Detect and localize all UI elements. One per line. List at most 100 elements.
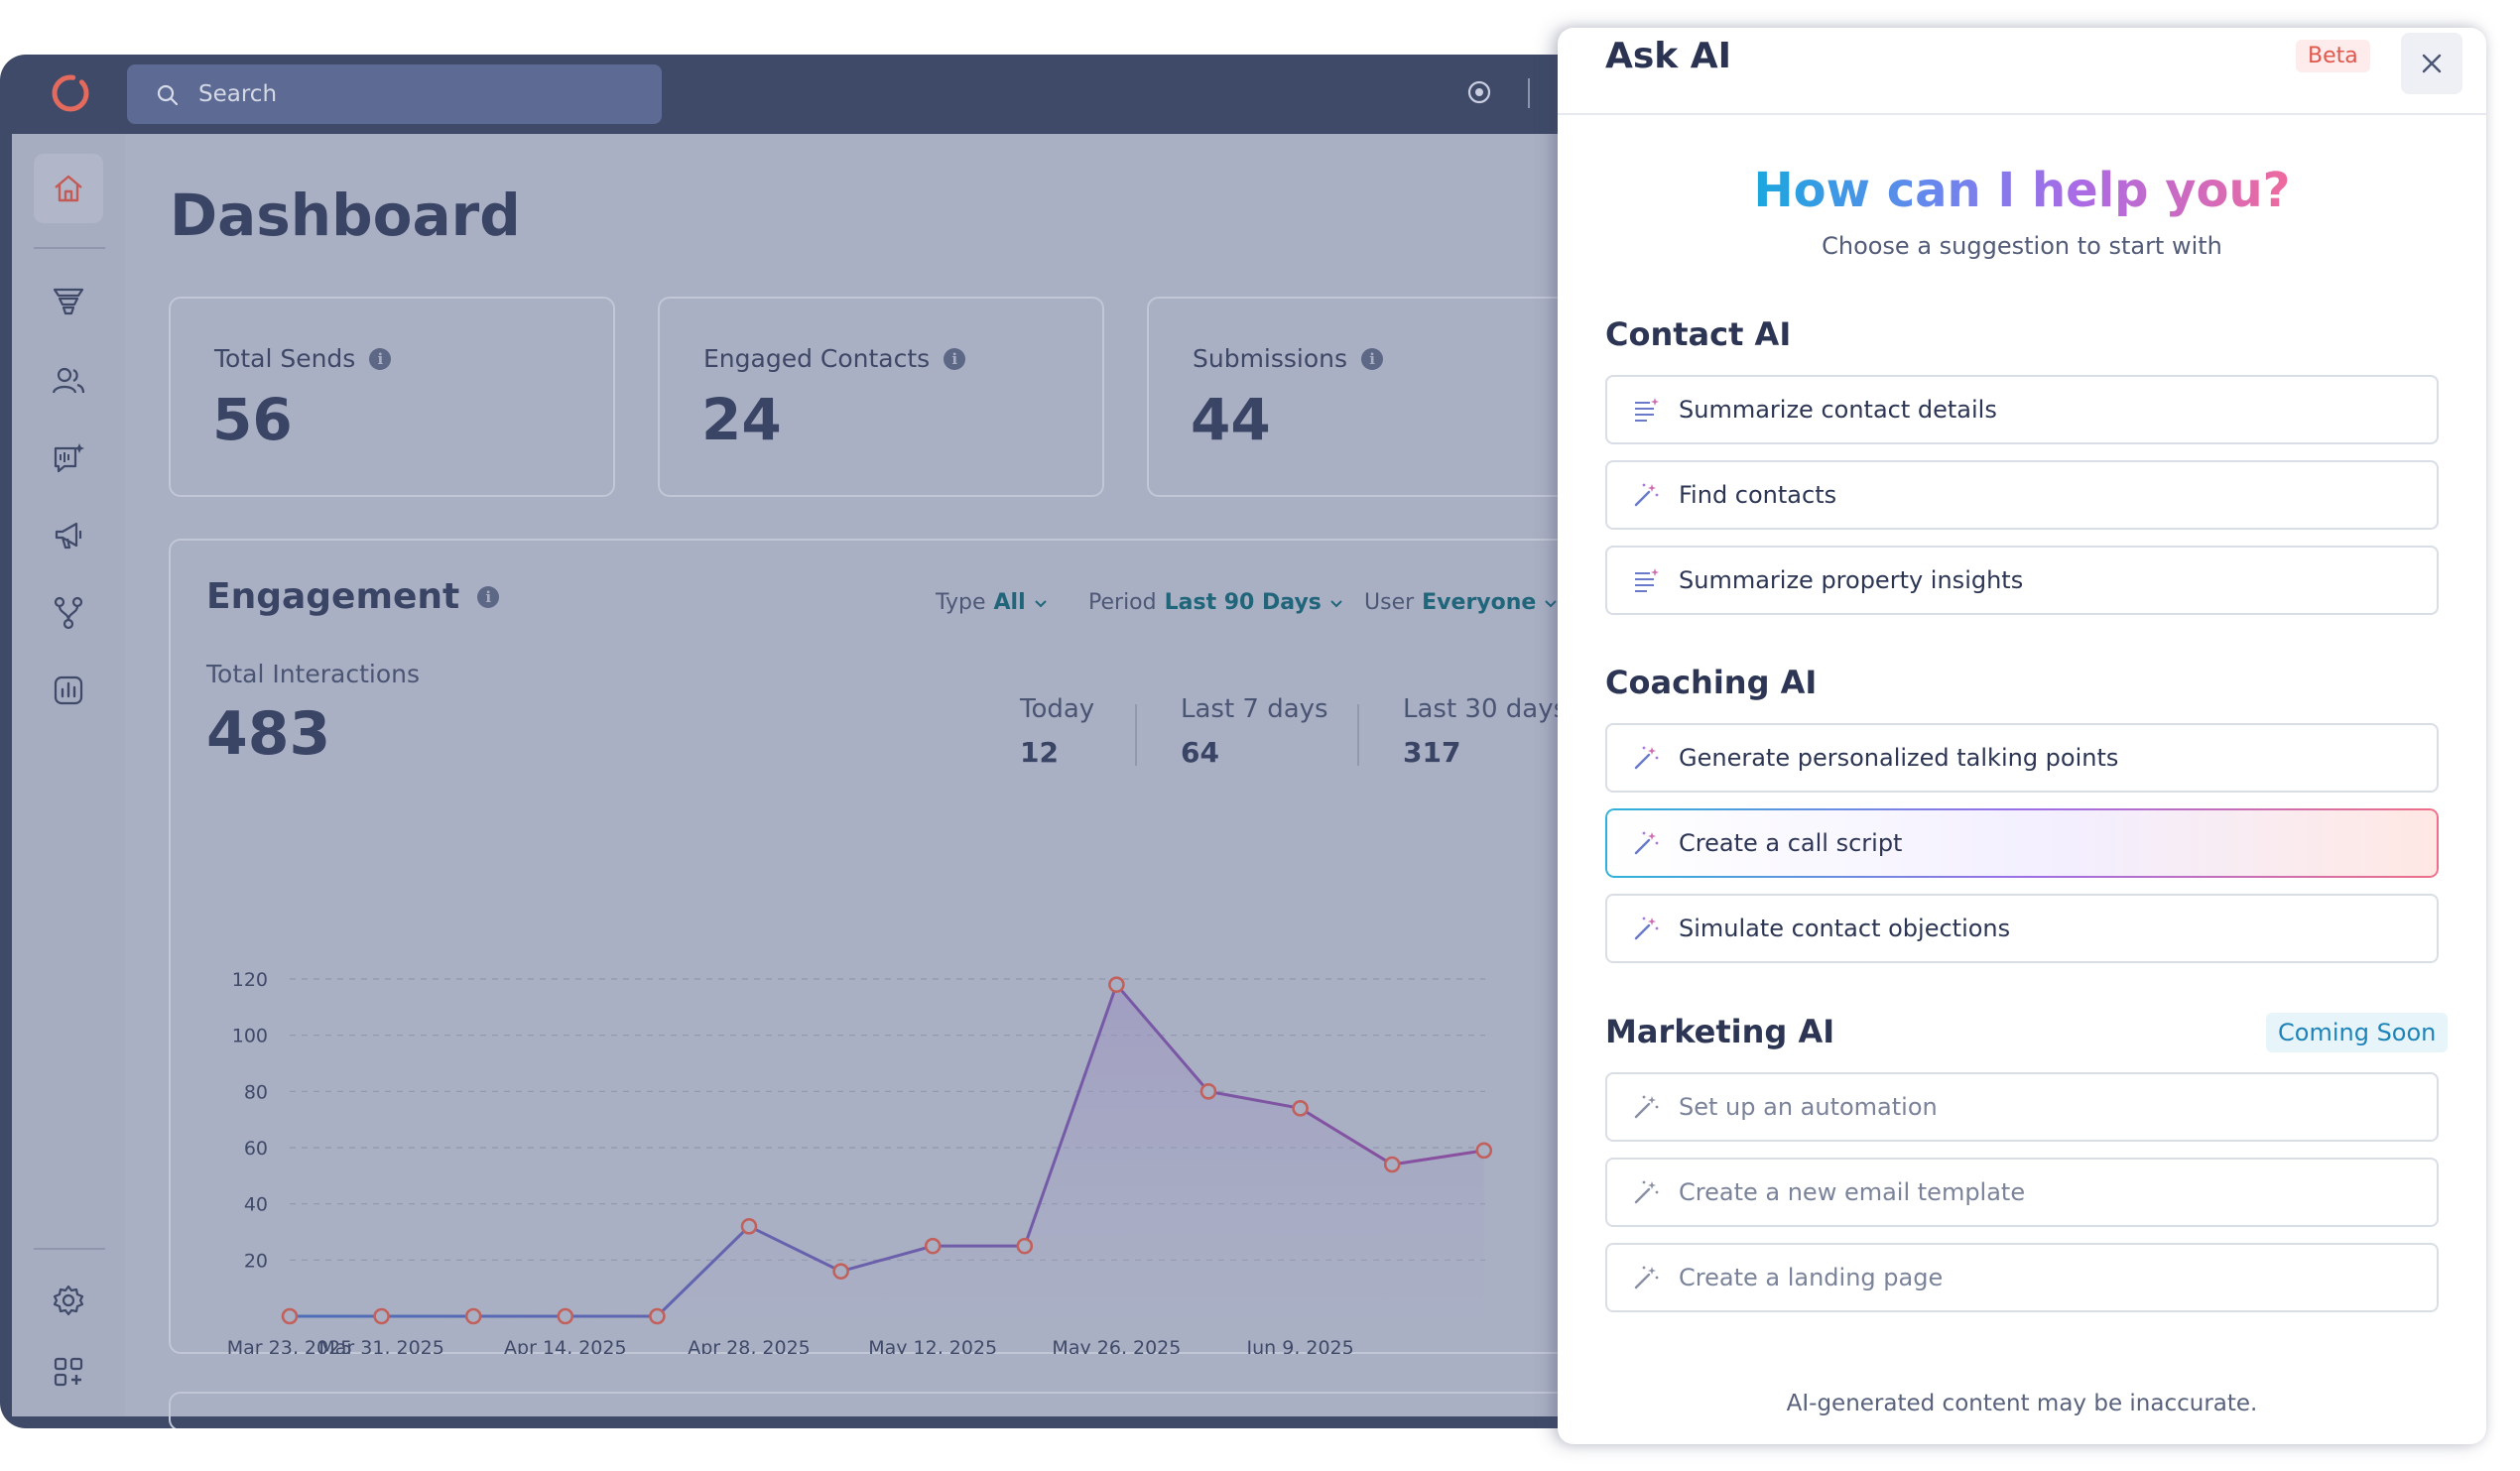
data-point[interactable] <box>557 1307 574 1325</box>
search-input[interactable] <box>198 64 635 124</box>
period-today: Today 12 <box>1020 694 1094 769</box>
stat-card-total-sends: Total Sends i 56 <box>169 297 615 497</box>
page-title: Dashboard <box>170 182 521 249</box>
x-tick-label: Apr 28, 2025 <box>688 1337 811 1354</box>
suggestion-find-contacts[interactable]: Find contacts <box>1605 460 2439 530</box>
magic-wand-icon <box>1634 746 1659 770</box>
subheadline: Choose a suggestion to start with <box>1822 232 2222 260</box>
stat-value: 24 <box>701 386 782 453</box>
suggestion-label: Create a landing page <box>1679 1264 1944 1291</box>
branch-icon <box>54 596 83 630</box>
sidebar-item-contacts[interactable] <box>34 346 103 416</box>
info-icon[interactable]: i <box>944 347 966 370</box>
filter-type[interactable]: Type All <box>936 590 1048 615</box>
headline-text: How can I help you? <box>1753 163 2291 218</box>
x-tick-label: Apr 14, 2025 <box>504 1337 627 1354</box>
y-axis-ticks: 120 100 80 60 40 20 <box>232 969 268 1272</box>
sidebar-divider <box>34 1248 105 1250</box>
y-tick-label: 80 <box>244 1081 268 1103</box>
data-point[interactable] <box>832 1263 849 1280</box>
report-icon <box>54 675 83 705</box>
data-point[interactable] <box>1016 1237 1034 1255</box>
disclaimer: AI-generated content may be inaccurate. <box>1786 1391 2258 1416</box>
info-icon[interactable]: i <box>369 347 392 370</box>
suggestion-simulate-objections[interactable]: Simulate contact objections <box>1605 894 2439 963</box>
sidebar-item-home[interactable] <box>34 154 103 223</box>
sidebar-item-campaigns[interactable] <box>34 501 103 570</box>
period-value: 317 <box>1403 736 1461 769</box>
filter-period[interactable]: Period Last 90 Days <box>1088 590 1343 615</box>
suggestion-summarize-property-insights[interactable]: Summarize property insights <box>1605 546 2439 615</box>
explore-icon[interactable] <box>1466 79 1492 105</box>
chevron-down-icon <box>1330 599 1342 607</box>
sidebar-item-settings[interactable] <box>34 1266 103 1335</box>
info-icon[interactable]: i <box>477 585 500 608</box>
data-point[interactable] <box>281 1307 299 1325</box>
stat-value: 56 <box>212 386 293 453</box>
magic-wand-icon <box>1634 1266 1659 1289</box>
close-button[interactable] <box>2401 33 2462 94</box>
x-tick-label: Mar 23, 2025 <box>227 1337 353 1354</box>
suggestion-label: Summarize contact details <box>1679 396 1997 424</box>
coming-soon-badge: Coming Soon <box>2266 1013 2449 1052</box>
magic-wand-icon <box>1634 831 1659 855</box>
filter-value: All <box>993 590 1026 615</box>
magic-wand-icon <box>1634 1180 1659 1204</box>
y-tick-label: 100 <box>232 1026 268 1047</box>
data-point[interactable] <box>1199 1083 1217 1100</box>
suggestion-create-call-script[interactable]: Create a call script <box>1605 808 2439 878</box>
period-label: Last 7 days <box>1181 694 1328 724</box>
ask-ai-panel: Ask AI Beta How can I help you? Choose a… <box>1558 28 2486 1444</box>
suggestion-label: Create a call script <box>1679 829 1903 857</box>
sidebar-divider <box>34 247 105 249</box>
data-point[interactable] <box>1108 976 1125 993</box>
engagement-card: Engagement i Type All Period Last 90 Days… <box>169 539 1587 1354</box>
data-point[interactable] <box>464 1307 482 1325</box>
section-title-coaching-ai: Coaching AI <box>1605 664 1818 701</box>
filter-value: Last 90 Days <box>1164 590 1322 615</box>
app-logo-icon[interactable] <box>48 70 93 116</box>
sidebar-item-workflows[interactable] <box>34 578 103 648</box>
chevron-down-icon <box>1545 599 1558 607</box>
info-icon[interactable]: i <box>1361 347 1384 370</box>
sidebar-item-apps[interactable] <box>34 1337 103 1407</box>
data-point[interactable] <box>1383 1156 1401 1173</box>
engagement-title: Engagement <box>206 576 460 617</box>
data-point[interactable] <box>1475 1142 1493 1160</box>
stat-value: 44 <box>1191 386 1271 453</box>
panel-title: Ask AI <box>1605 36 1732 76</box>
suggestion-create-landing-page: Create a landing page <box>1605 1243 2439 1312</box>
close-icon <box>2422 54 2442 73</box>
magic-wand-icon <box>1634 917 1659 940</box>
panel-header: Ask AI Beta <box>1558 28 2486 115</box>
top-divider <box>1528 78 1530 108</box>
y-tick-label: 40 <box>244 1194 268 1216</box>
filter-value: Everyone <box>1422 590 1537 615</box>
search-bar[interactable] <box>127 64 662 124</box>
data-point[interactable] <box>924 1237 942 1255</box>
data-point[interactable] <box>740 1218 758 1235</box>
suggestion-set-up-automation: Set up an automation <box>1605 1072 2439 1142</box>
total-interactions-label: Total Interactions <box>206 660 420 688</box>
data-point[interactable] <box>373 1307 390 1325</box>
x-tick-label: Jun 9, 2025 <box>1245 1337 1353 1354</box>
stat-label-row: Engaged Contacts i <box>703 344 966 373</box>
filter-user[interactable]: User Everyone <box>1364 590 1558 615</box>
sidebar <box>12 134 125 1416</box>
search-icon <box>157 84 179 106</box>
filter-key: Type <box>936 590 986 615</box>
suggestion-label: Find contacts <box>1679 481 1837 509</box>
stat-card-engaged-contacts: Engaged Contacts i 24 <box>658 297 1104 497</box>
megaphone-icon <box>55 522 82 550</box>
suggestion-summarize-contact-details[interactable]: Summarize contact details <box>1605 375 2439 444</box>
sidebar-item-funnel[interactable] <box>34 267 103 336</box>
sidebar-item-conversations[interactable] <box>34 424 103 493</box>
filter-key: Period <box>1088 590 1157 615</box>
sidebar-item-reports[interactable] <box>34 656 103 725</box>
data-point[interactable] <box>649 1307 666 1325</box>
suggestion-generate-talking-points[interactable]: Generate personalized talking points <box>1605 723 2439 793</box>
data-point[interactable] <box>1292 1100 1309 1117</box>
funnel-icon <box>53 288 84 315</box>
suggestion-label: Simulate contact objections <box>1679 915 2011 942</box>
